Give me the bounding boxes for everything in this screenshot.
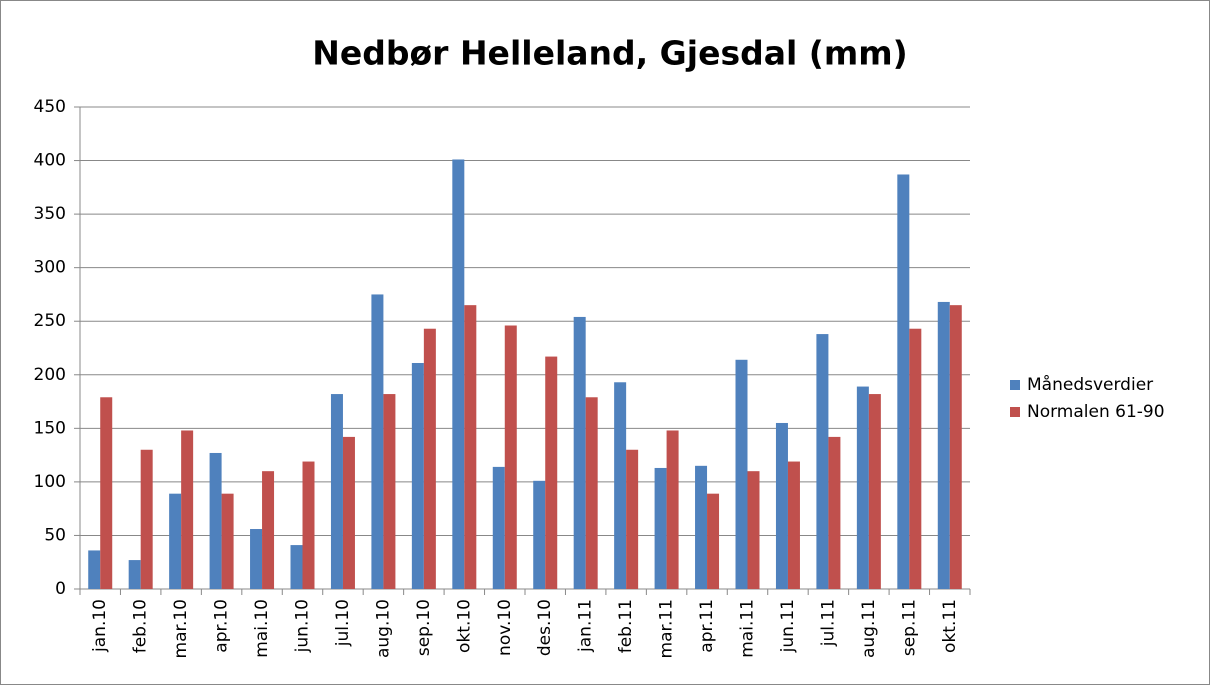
- bar: [464, 305, 477, 589]
- y-tick-label: 350: [34, 204, 66, 224]
- bar: [371, 294, 384, 589]
- x-tick-label: jul.10: [333, 599, 353, 647]
- x-tick-label: okt.11: [940, 599, 960, 653]
- bar: [221, 493, 234, 589]
- x-tick-label: des.10: [535, 599, 555, 656]
- x-tick-label: apr.11: [697, 599, 717, 653]
- x-tick-label: okt.10: [454, 599, 474, 653]
- bar: [735, 359, 748, 589]
- x-tick-label: jul.11: [818, 599, 838, 647]
- bar: [383, 394, 396, 589]
- bar: [545, 356, 558, 589]
- bar: [707, 493, 720, 589]
- y-tick-label: 400: [34, 151, 66, 171]
- bar: [856, 386, 869, 589]
- legend-label: Månedsverdier: [1027, 374, 1153, 395]
- bar: [330, 394, 343, 589]
- y-tick-label: 0: [55, 579, 66, 599]
- bar: [775, 422, 788, 589]
- x-tick-label: jan.11: [576, 599, 596, 653]
- x-tick-label: jan.10: [90, 599, 110, 653]
- bar: [816, 334, 829, 589]
- legend-swatch: [1010, 407, 1020, 417]
- chart-title: Nedbør Helleland, Gjesdal (mm): [312, 34, 907, 73]
- bar: [209, 452, 222, 589]
- bar: [654, 467, 667, 589]
- x-tick-label: mai.10: [252, 599, 272, 658]
- bar: [423, 328, 436, 589]
- x-tick-label: feb.10: [131, 599, 151, 653]
- bar: [626, 449, 639, 589]
- bar: [868, 394, 881, 589]
- x-tick-label: jun.10: [293, 599, 313, 653]
- bar: [290, 545, 303, 589]
- y-tick-label: 300: [34, 258, 66, 278]
- bar: [169, 493, 182, 589]
- y-tick-label: 50: [44, 525, 66, 545]
- bar: [573, 316, 586, 589]
- bar: [302, 461, 315, 589]
- bar: [342, 436, 355, 589]
- bar: [492, 466, 505, 589]
- bar: [100, 397, 113, 589]
- bar: [897, 174, 910, 590]
- bar: [533, 480, 546, 589]
- x-tick-label: feb.11: [616, 599, 636, 653]
- bar: [128, 560, 141, 589]
- bar: [747, 471, 760, 589]
- legend-swatch: [1010, 380, 1020, 390]
- bar: [695, 465, 708, 589]
- legend-label: Normalen 61-90: [1027, 402, 1165, 422]
- x-tick-label: mar.10: [171, 599, 191, 658]
- x-tick-label: mai.11: [738, 599, 758, 658]
- bar: [250, 529, 263, 589]
- bar: [828, 436, 841, 589]
- bar: [614, 382, 627, 589]
- x-tick-label: aug.10: [373, 599, 393, 658]
- bar: [262, 471, 275, 589]
- bar: [140, 449, 153, 589]
- y-tick-label: 200: [34, 365, 66, 385]
- bar: [937, 301, 950, 589]
- x-tick-label: aug.11: [859, 599, 879, 658]
- x-tick-label: nov.10: [495, 599, 515, 656]
- bar: [666, 430, 679, 589]
- x-tick-label: sep.11: [899, 599, 919, 656]
- bar: [787, 461, 800, 589]
- x-tick-label: apr.10: [212, 599, 232, 653]
- bar: [411, 362, 424, 589]
- bar: [585, 397, 598, 589]
- y-tick-label: 150: [34, 418, 66, 438]
- x-tick-label: mar.11: [657, 599, 677, 658]
- x-tick-label: jun.11: [778, 599, 798, 653]
- bar: [909, 328, 922, 589]
- bar: [88, 550, 101, 589]
- bar: [949, 305, 962, 589]
- y-tick-label: 250: [34, 311, 66, 331]
- y-tick-label: 450: [34, 97, 66, 117]
- y-tick-label: 100: [34, 472, 66, 492]
- bar: [181, 430, 194, 589]
- bar: [452, 159, 465, 590]
- bar: [504, 325, 517, 589]
- x-tick-label: sep.10: [414, 599, 434, 656]
